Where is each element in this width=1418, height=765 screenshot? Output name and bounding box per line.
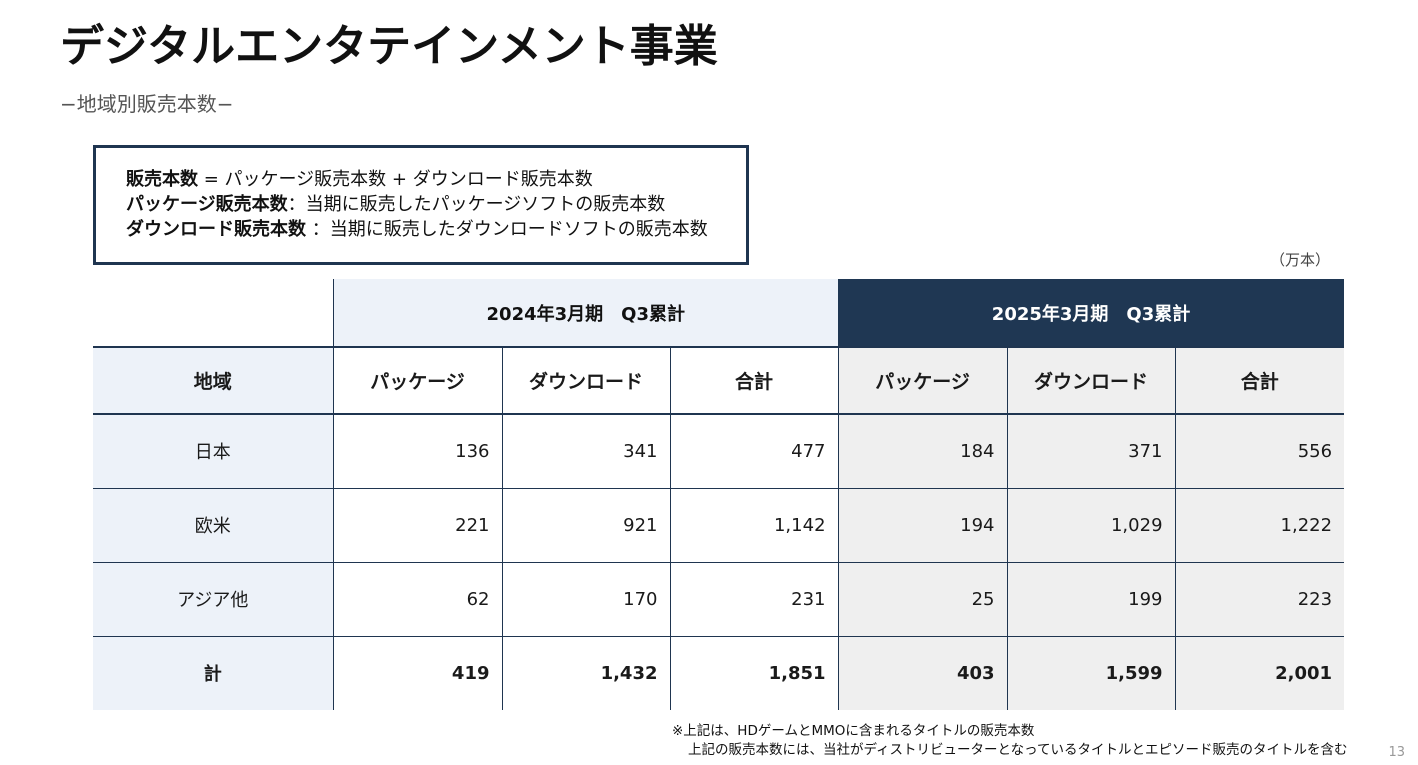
value-cell: 194 [837, 488, 1008, 563]
definition-term: ダウンロード販売本数 [126, 219, 306, 240]
value-cell: 1,222 [1174, 488, 1345, 563]
region-cell: アジア他 [93, 562, 333, 637]
value-cell: 921 [501, 488, 670, 563]
page-title: デジタルエンタテインメント事業 [60, 21, 718, 72]
package-2024-header: パッケージ [332, 346, 502, 415]
footnote-line: ※上記は、HDゲームとMMOに含まれるタイトルの販売本数 [672, 723, 1035, 739]
period-2025-header: 2025年3月期 Q3累計 [838, 279, 1345, 347]
definition-row: ダウンロード販売本数 ：当期に販売したダウンロードソフトの販売本数 [126, 217, 746, 242]
value-cell: 371 [1006, 414, 1176, 489]
value-cell: 1,432 [501, 636, 670, 710]
footnote-line: 上記の販売本数には、当社がディストリビューターとなっているタイトルとエピソード販… [688, 742, 1348, 758]
definition-term: パッケージ販売本数 [126, 194, 288, 215]
download-2025-header: ダウンロード [1006, 346, 1176, 415]
value-cell: 419 [332, 636, 502, 710]
region-cell: 計 [93, 636, 333, 710]
value-cell: 170 [501, 562, 670, 637]
definition-text: 当期に販売したダウンロードソフトの販売本数 [329, 219, 708, 240]
value-cell: 556 [1174, 414, 1345, 489]
region-cell: 日本 [93, 414, 333, 489]
total-2025-header: 合計 [1174, 346, 1345, 415]
page-subtitle: −地域別販売本数− [60, 92, 234, 116]
table-row: 欧米 221 921 1,142 194 1,029 1,222 [93, 488, 1345, 563]
download-2024-header: ダウンロード [501, 346, 670, 415]
period-header-row: 2024年3月期 Q3累計 2025年3月期 Q3累計 [93, 279, 1345, 347]
value-cell: 403 [837, 636, 1008, 710]
value-cell: 62 [332, 562, 502, 637]
package-2025-header: パッケージ [837, 346, 1008, 415]
total-2024-header: 合計 [669, 346, 839, 415]
value-cell: 136 [332, 414, 502, 489]
definition-separator: ： [306, 219, 330, 240]
table-row: 日本 136 341 477 184 371 556 [93, 414, 1345, 489]
definition-text: パッケージ販売本数 + ダウンロード販売本数 [224, 169, 593, 190]
definition-separator: ： [287, 194, 306, 215]
value-cell: 199 [1006, 562, 1176, 637]
table-row: アジア他 62 170 231 25 199 223 [93, 562, 1345, 637]
value-cell: 1,029 [1006, 488, 1176, 563]
definition-row: パッケージ販売本数：当期に販売したパッケージソフトの販売本数 [126, 192, 746, 217]
definition-row: 販売本数 = パッケージ販売本数 + ダウンロード販売本数 [126, 167, 746, 192]
column-header-row: 地域 パッケージ ダウンロード 合計 パッケージ ダウンロード 合計 [93, 346, 1345, 415]
definition-text: 当期に販売したパッケージソフトの販売本数 [305, 194, 666, 215]
region-cell: 欧米 [93, 488, 333, 563]
regional-sales-table: 2024年3月期 Q3累計 2025年3月期 Q3累計 地域 パッケージ ダウン… [93, 279, 1345, 710]
region-column-header: 地域 [93, 346, 333, 415]
blank-header-cell [93, 279, 333, 347]
definition-separator: = [198, 169, 225, 190]
value-cell: 231 [669, 562, 839, 637]
page-number: 13 [1388, 745, 1405, 760]
period-2024-header: 2024年3月期 Q3累計 [332, 279, 839, 347]
value-cell: 221 [332, 488, 502, 563]
value-cell: 184 [837, 414, 1008, 489]
value-cell: 341 [501, 414, 670, 489]
value-cell: 1,142 [669, 488, 839, 563]
value-cell: 477 [669, 414, 839, 489]
definition-box: 販売本数 = パッケージ販売本数 + ダウンロード販売本数 パッケージ販売本数：… [93, 145, 749, 265]
unit-label: （万本） [1269, 251, 1330, 269]
footnote: ※上記は、HDゲームとMMOに含まれるタイトルの販売本数 上記の販売本数には、当… [672, 722, 1347, 760]
definition-term: 販売本数 [126, 169, 198, 190]
value-cell: 2,001 [1174, 636, 1345, 710]
value-cell: 25 [837, 562, 1008, 637]
total-row: 計 419 1,432 1,851 403 1,599 2,001 [93, 636, 1345, 710]
value-cell: 223 [1174, 562, 1345, 637]
value-cell: 1,851 [669, 636, 839, 710]
value-cell: 1,599 [1006, 636, 1176, 710]
